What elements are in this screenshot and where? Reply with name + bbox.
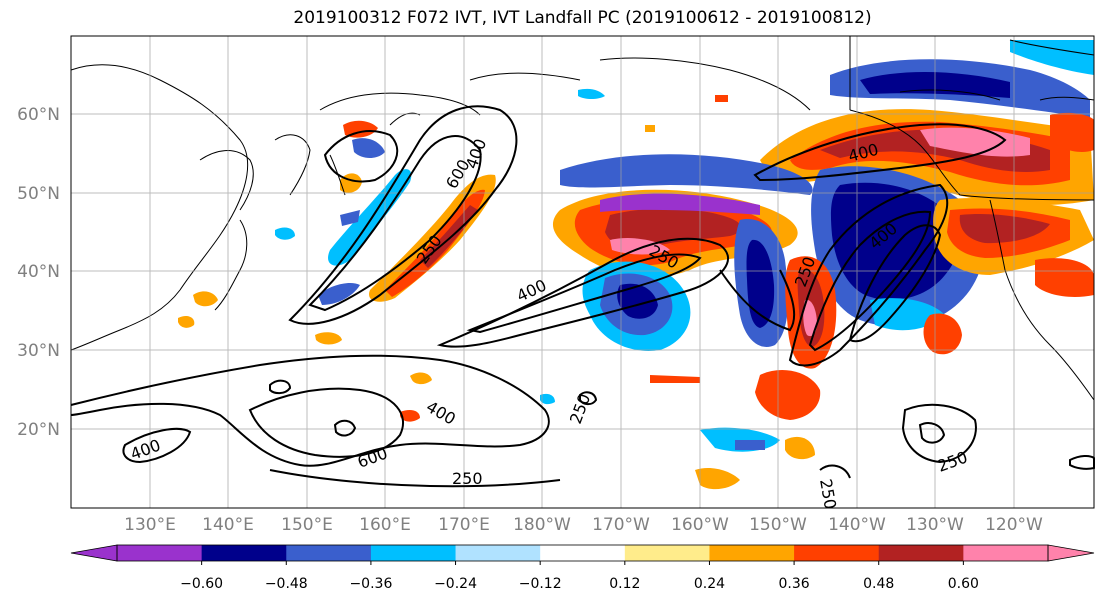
lat-label: 30°N [17,341,60,361]
contour-west-2 [308,135,482,312]
colorbar-tick-label: 0.48 [863,576,894,592]
lon-label: 130°E [124,515,176,535]
colorbar-extend-min [70,544,118,562]
colorbar-tick-label: 0.12 [609,576,640,592]
ivt-shading [178,40,1094,490]
lon-label: 150°W [749,515,807,535]
contour-southeast-2 [918,422,946,444]
contour-southeast-3 [819,464,851,479]
colorbar-segments [117,545,1049,561]
colorbar-tick-labels: −0.60 −0.48 −0.36 −0.24 −0.12 0.12 0.24 0.36 0.4… [180,561,979,592]
colorbar-segment [201,545,287,561]
colorbar-segment [370,545,457,561]
colorbar-tick-label: −0.12 [519,576,562,592]
lon-label: 150°E [281,515,333,535]
colorbar-tick-label: −0.60 [180,576,223,592]
lon-label: 140°W [828,515,886,535]
colorbar-segment [709,545,795,561]
colorbar-segment [878,545,964,561]
colorbar-segment [540,545,626,561]
lat-label: 40°N [17,262,60,282]
lon-label: 130°W [906,515,964,535]
contour-east-2 [808,210,932,352]
contour-small-1 [269,379,292,395]
lat-label: 50°N [17,184,60,204]
lat-label: 60°N [17,105,60,125]
contour-central-1 [436,237,730,348]
longitude-labels: 130°E 140°E 150°E 160°E 170°E 180°W 170°… [124,515,1043,535]
colorbar-tick-label: 0.60 [948,576,979,592]
contour-gulf [753,123,1007,182]
lon-label: 170°W [592,515,650,535]
contour-south-1 [70,354,550,467]
contour-south-3 [269,469,561,488]
lon-label: 160°W [671,515,729,535]
colorbar-segment [624,545,710,561]
contour-kamchatka [323,130,399,183]
colorbar-tick-label: 0.24 [694,576,725,592]
contour-east-1 [788,183,949,367]
colorbar-tick-label: 0.36 [779,576,810,592]
latitude-labels: 60°N 50°N 40°N 30°N 20°N [17,105,60,440]
contour-sw-1 [122,427,192,464]
contour-central-3 [719,269,796,332]
contour-south-4 [333,419,357,437]
colorbar-tick-label: −0.36 [349,576,392,592]
map-title: 2019100312 F072 IVT, IVT Landfall PC (20… [293,8,872,28]
colorbar-outline [116,544,1049,562]
colorbar-extend-max [1047,544,1095,562]
colorbar-tick-label: −0.24 [434,576,477,592]
lon-label: 180°W [513,515,571,535]
lon-label: 160°E [359,515,411,535]
contour-central-2 [466,253,702,334]
lat-label: 20°N [17,420,60,440]
lon-label: 170°E [438,515,490,535]
contour-small-2 [579,391,598,406]
contour-label: 250 [452,469,483,488]
colorbar: −0.60 −0.48 −0.36 −0.24 −0.12 0.12 0.24 0.36 0.4… [70,544,1095,592]
map-frame [70,35,1095,509]
gridlines [71,36,1094,508]
contour-south-2 [248,387,405,458]
colorbar-segment [963,545,1049,561]
lon-label: 120°W [985,515,1043,535]
contour-west-1 [288,105,518,325]
colorbar-segment [455,545,541,561]
colorbar-segment [794,545,880,561]
ivt-contours [70,105,1095,488]
colorbar-segment [117,545,203,561]
colorbar-segment [286,545,372,561]
contour-southeast-1 [901,403,977,464]
contour-east-3 [848,224,942,343]
colorbar-tick-label: −0.48 [265,576,308,592]
coastlines [70,36,1095,401]
lon-label: 140°E [202,515,254,535]
